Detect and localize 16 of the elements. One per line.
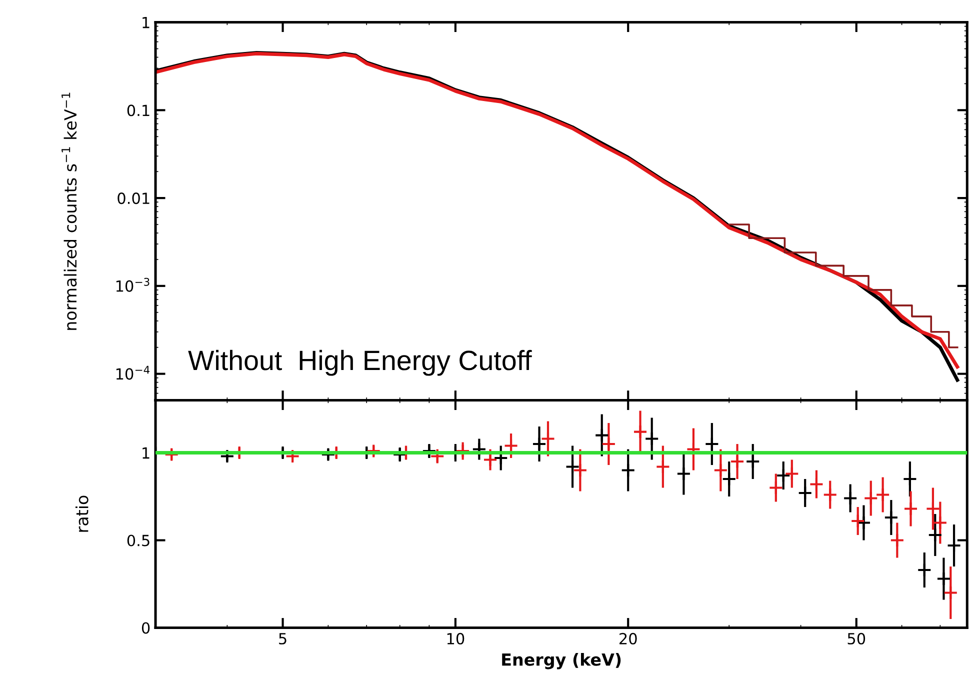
y-tick-label: 1 bbox=[142, 447, 150, 459]
x-tick-label: 20 bbox=[620, 632, 637, 644]
x-tick-label: 5 bbox=[279, 633, 286, 644]
x-tick-label: 50 bbox=[848, 632, 866, 644]
y-tick-label: 0.1 bbox=[127, 104, 150, 116]
annotation: Without High Energy Cutoff bbox=[188, 350, 532, 376]
y-tick-label: 10$^{−4}$ bbox=[116, 366, 150, 380]
y-tick-label: 10$^{−3}$ bbox=[116, 278, 150, 292]
y-tick-label: 1 bbox=[142, 16, 150, 28]
x-axis-title: Energy (keV) bbox=[502, 652, 621, 670]
y-axis-title: normalized counts s$^{−1}$ keV$^{−1}$ bbox=[62, 92, 77, 330]
x-tick-label: 10 bbox=[447, 632, 464, 644]
y-axis-title: ratio bbox=[76, 496, 88, 532]
y-tick-label: 0.01 bbox=[118, 192, 150, 204]
y-tick-label: 0 bbox=[142, 622, 150, 634]
y-tick-label: 0.5 bbox=[127, 534, 150, 546]
